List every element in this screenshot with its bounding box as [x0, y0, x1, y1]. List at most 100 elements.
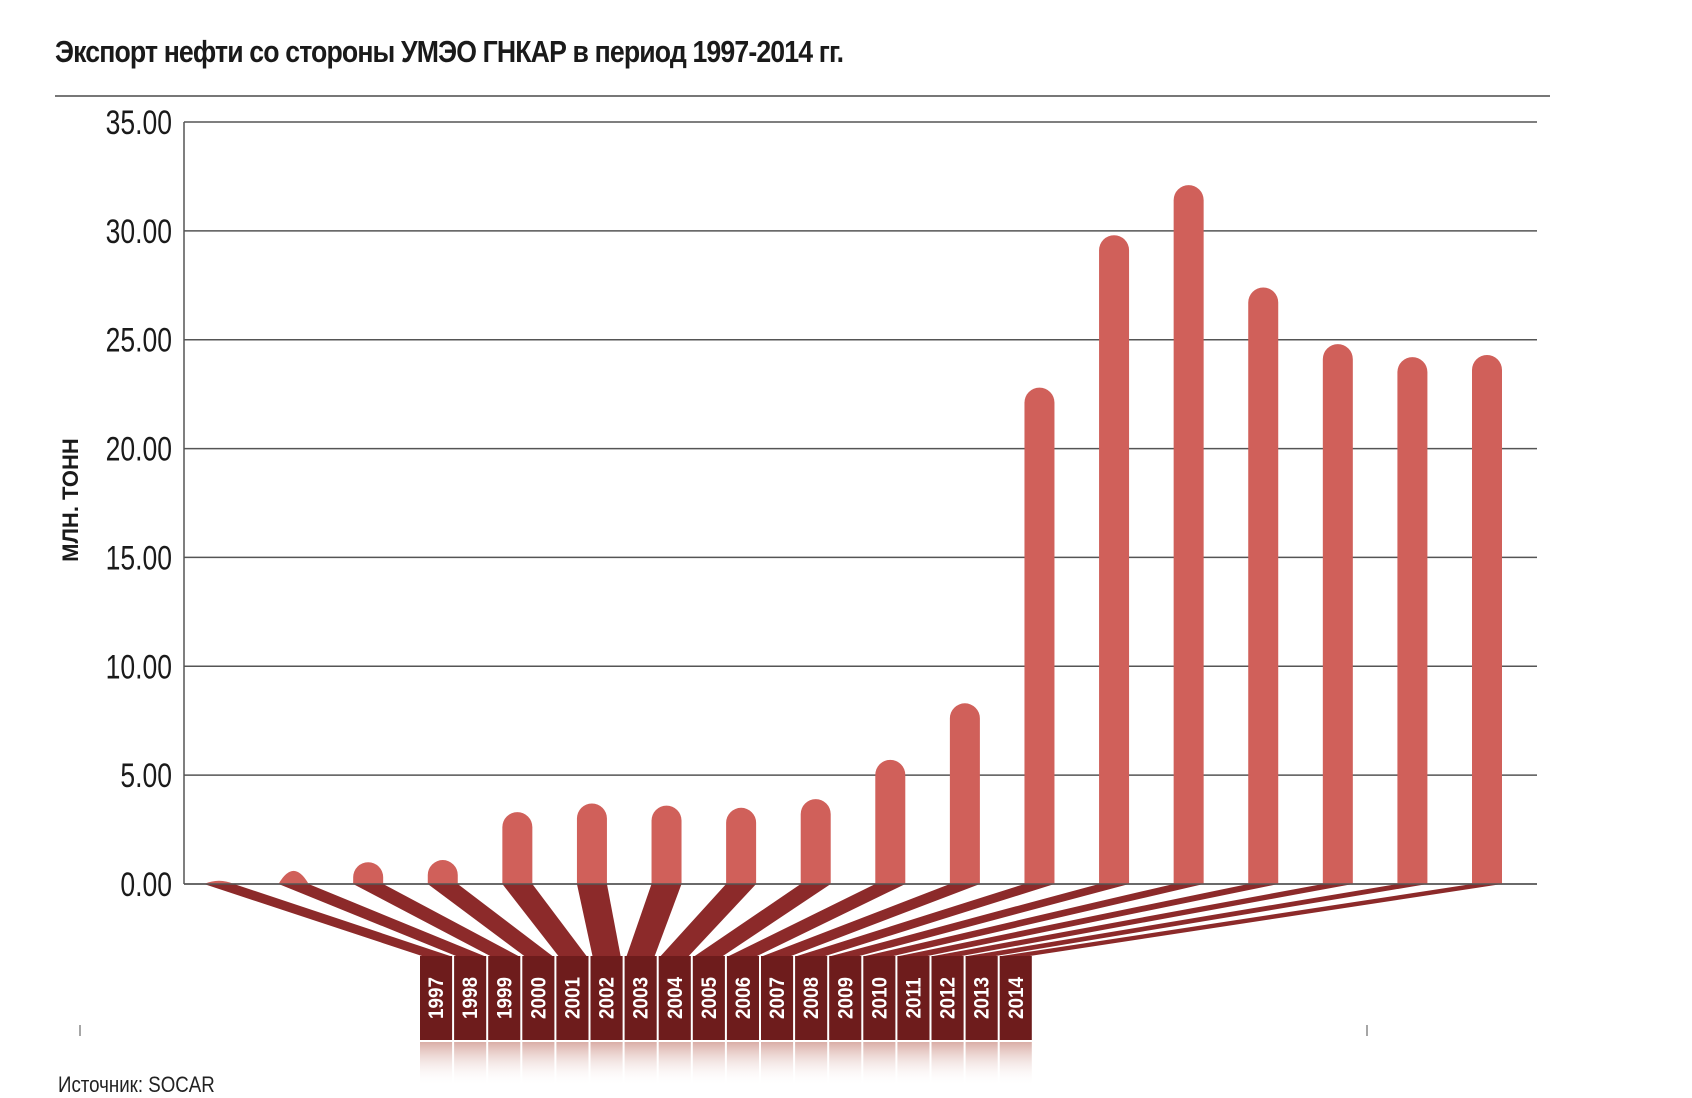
- year-label-reflection: [897, 1042, 930, 1086]
- year-label-reflection: [522, 1042, 555, 1086]
- year-label-box: [761, 956, 794, 1040]
- x-tick-label: 2008: [800, 977, 823, 1019]
- year-label-reflection: [863, 1042, 896, 1086]
- year-label-reflection: [692, 1042, 725, 1086]
- year-label-reflection: [761, 1042, 794, 1086]
- year-label-box: [829, 956, 862, 1040]
- year-label-box: [488, 956, 521, 1040]
- x-tick-label: 2004: [664, 977, 687, 1019]
- year-label-reflection: [795, 1042, 828, 1086]
- year-label-box: [897, 956, 930, 1040]
- x-tick-label: 2013: [971, 977, 994, 1019]
- bar: [353, 862, 384, 884]
- year-label-box: [692, 956, 725, 1040]
- x-tick-label: 2002: [596, 977, 619, 1019]
- bar: [1248, 287, 1279, 884]
- bar: [1099, 235, 1130, 885]
- bar: [204, 880, 234, 884]
- connector: [576, 884, 621, 956]
- y-tick-label: 0.00: [120, 866, 172, 904]
- year-label-box: [863, 956, 896, 1040]
- bar: [1472, 354, 1502, 884]
- year-label-box: [624, 956, 657, 1040]
- year-label-reflection: [590, 1042, 623, 1086]
- connector: [865, 884, 1204, 956]
- year-label-box: [590, 956, 623, 1040]
- connector: [967, 884, 1428, 956]
- x-tick-label: 2005: [698, 977, 721, 1019]
- y-tick-label: 25.00: [106, 322, 172, 360]
- connector: [728, 884, 906, 956]
- year-label-reflection: [829, 1042, 862, 1086]
- connector: [797, 884, 1055, 956]
- x-tick-label: 2001: [562, 977, 585, 1019]
- x-tick-label: 1999: [493, 977, 516, 1019]
- x-tick-label: 2014: [1005, 977, 1028, 1019]
- source-note: Источник: SOCAR: [58, 1072, 215, 1097]
- y-tick-label: 20.00: [106, 430, 172, 468]
- year-label-reflection: [624, 1042, 657, 1086]
- x-tick-label: 2000: [527, 977, 550, 1019]
- year-label-box: [795, 956, 828, 1040]
- y-axis-label: МЛН. ТОНН: [58, 438, 83, 562]
- connector: [626, 884, 682, 956]
- bar: [800, 799, 831, 884]
- connector: [899, 884, 1279, 956]
- x-tick-label: 2012: [937, 977, 960, 1019]
- connector: [831, 884, 1130, 956]
- year-label-reflection: [999, 1042, 1032, 1086]
- x-tick-label: 1997: [425, 977, 448, 1019]
- bar: [1173, 185, 1204, 884]
- connector: [502, 884, 587, 956]
- x-tick-label: 2006: [732, 977, 755, 1019]
- bar: [427, 860, 458, 884]
- connector: [353, 884, 519, 956]
- y-tick-label: 30.00: [106, 213, 172, 251]
- year-label-box: [420, 956, 453, 1040]
- bar: [949, 703, 980, 884]
- bar: [576, 803, 607, 884]
- year-label-reflection: [965, 1042, 998, 1086]
- bar: [651, 805, 682, 884]
- bar: [278, 870, 309, 884]
- year-label-reflection: [931, 1042, 964, 1086]
- year-label-box: [931, 956, 964, 1040]
- y-tick-label: 5.00: [120, 757, 172, 795]
- chart-title: Экспорт нефти со стороны УМЭО ГНКАР в пе…: [55, 34, 844, 69]
- year-label-reflection: [488, 1042, 521, 1086]
- year-label-box: [999, 956, 1032, 1040]
- year-label-reflection: [658, 1042, 691, 1086]
- year-label-box: [726, 956, 759, 1040]
- x-tick-label: 1998: [459, 977, 482, 1019]
- connector: [763, 884, 980, 956]
- x-tick-label: 2003: [630, 977, 653, 1019]
- year-label-reflection: [454, 1042, 487, 1086]
- bar: [726, 807, 757, 884]
- year-label-reflection: [420, 1042, 453, 1086]
- bar: [875, 759, 906, 884]
- year-label-box: [454, 956, 487, 1040]
- bar: [1397, 357, 1428, 884]
- x-tick-label: 2009: [834, 977, 857, 1019]
- connector: [694, 884, 831, 956]
- bar: [1024, 387, 1055, 884]
- x-tick-label: 2010: [868, 977, 891, 1019]
- year-label-reflection: [556, 1042, 589, 1086]
- year-label-box: [965, 956, 998, 1040]
- year-label-box: [658, 956, 691, 1040]
- connector: [427, 884, 553, 956]
- connector: [204, 884, 451, 956]
- x-tick-label: 2011: [903, 978, 926, 1019]
- x-tick-label: 2007: [766, 977, 789, 1019]
- bar: [1322, 344, 1353, 884]
- y-tick-label: 35.00: [106, 104, 172, 142]
- connector: [933, 884, 1353, 956]
- y-tick-label: 15.00: [106, 539, 172, 577]
- connector: [1001, 884, 1502, 956]
- connector: [278, 884, 485, 956]
- year-label-box: [522, 956, 555, 1040]
- year-label-box: [556, 956, 589, 1040]
- bar: [502, 812, 533, 884]
- connector: [660, 884, 757, 956]
